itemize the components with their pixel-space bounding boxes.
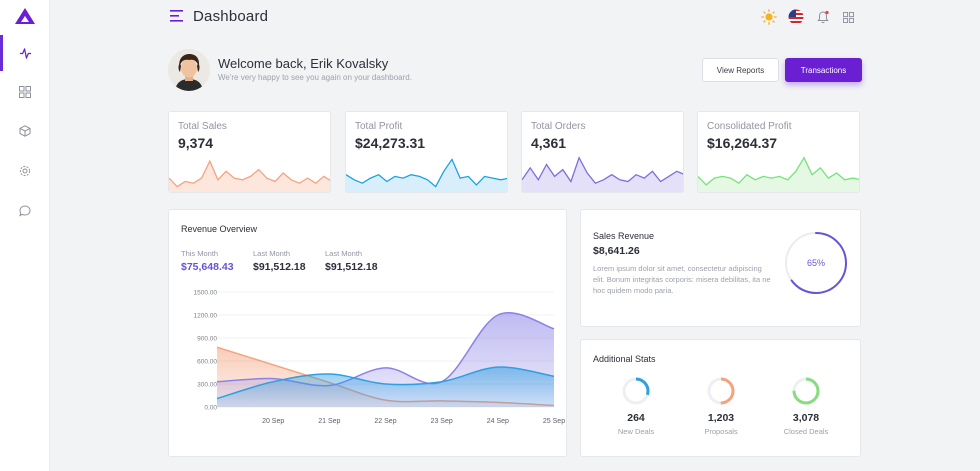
sparkline-total-orders (522, 156, 683, 192)
summary-label: Last Month (325, 249, 363, 258)
stat-label: Consolidated Profit (707, 121, 792, 132)
y-tick-label: 300.00 (197, 382, 217, 389)
transactions-button[interactable]: Transactions (785, 58, 862, 82)
menu-icon[interactable] (170, 9, 184, 27)
summary-value: $75,648.43 (181, 261, 234, 273)
topbar: Dashboard (50, 0, 980, 34)
chat-icon (19, 205, 31, 217)
sidebar-item-box[interactable] (0, 113, 50, 149)
progress-ring (707, 377, 735, 405)
stat-value: 264 (627, 412, 645, 424)
sparkline-total-profit (346, 158, 507, 192)
sidebar (0, 0, 50, 471)
logo[interactable] (14, 7, 36, 30)
stat-label: Total Profit (355, 121, 403, 132)
box-icon (19, 125, 31, 137)
sales-revenue-card: Sales Revenue $8,641.26 Lorem ipsum dolo… (580, 209, 861, 327)
stat-card-total-sales: Total Sales 9,374 (168, 111, 331, 193)
page-title: Dashboard (193, 8, 269, 25)
stat-label: Closed Deals (783, 427, 829, 436)
notification-bell-icon[interactable] (814, 8, 832, 26)
series-line-2 (216, 366, 555, 400)
x-tick-label: 23 Sep (431, 418, 453, 425)
stat-label: Proposals (704, 427, 738, 436)
sparkline-consolidated-profit (698, 156, 859, 192)
stat-label: Total Sales (178, 121, 227, 132)
summary-value: $91,512.18 (253, 261, 306, 273)
y-tick-label: 900.00 (197, 336, 217, 343)
sales-progress-label: 65% (806, 258, 825, 268)
theme-toggle-sun-icon[interactable] (760, 8, 778, 26)
language-flag-us-icon[interactable] (787, 8, 805, 26)
sales-revenue-amount: $8,641.26 (593, 245, 640, 257)
revenue-overview-card: Revenue Overview This Month $75,648.43 L… (168, 209, 567, 457)
settings-icon (19, 165, 31, 177)
y-tick-label: 600.00 (197, 359, 217, 366)
view-reports-button[interactable]: View Reports (702, 58, 779, 82)
y-tick-label: 1500.00 (194, 290, 218, 297)
stat-proposals: 1,203 Proposals (686, 376, 756, 436)
avatar[interactable] (168, 49, 210, 91)
series-line-1 (216, 312, 555, 387)
stat-card-consolidated-profit: Consolidated Profit $16,264.37 (697, 111, 860, 193)
summary-label: This Month (181, 249, 219, 258)
y-tick-label: 1200.00 (194, 313, 218, 320)
sidebar-item-grid[interactable] (0, 74, 50, 110)
grid-icon (19, 86, 31, 98)
x-tick-label: 21 Sep (318, 418, 340, 425)
stat-card-total-orders: Total Orders 4,361 (521, 111, 684, 193)
additional-stats-card: Additional Stats 264 New Deals 1,203 Pro… (580, 339, 861, 457)
x-tick-label: 20 Sep (262, 418, 284, 425)
stat-closed-deals: 3,078 Closed Deals (771, 376, 841, 436)
stat-new-deals: 264 New Deals (601, 376, 671, 436)
stat-value: $24,273.31 (355, 135, 426, 151)
summary-value: $91,512.18 (325, 261, 378, 273)
x-tick-label: 25 Sep (543, 418, 565, 425)
progress-ring (792, 377, 820, 405)
welcome-title: Welcome back, Erik Kovalsky (218, 56, 389, 71)
sidebar-item-settings[interactable] (0, 153, 50, 189)
y-tick-label: 0.00 (204, 405, 217, 412)
x-tick-label: 24 Sep (487, 418, 509, 425)
card-title: Additional Stats (593, 354, 656, 364)
welcome-subtitle: We're very happy to see you again on you… (218, 73, 412, 82)
stat-label: New Deals (617, 427, 655, 436)
card-title: Revenue Overview (181, 224, 258, 234)
sales-progress-ring (785, 232, 847, 294)
stat-card-total-profit: Total Profit $24,273.31 (345, 111, 508, 193)
x-tick-label: 22 Sep (374, 418, 396, 425)
stat-value: 3,078 (792, 412, 820, 424)
sidebar-item-activity[interactable] (0, 35, 50, 71)
card-title: Sales Revenue (593, 231, 655, 241)
stat-label: Total Orders (531, 121, 586, 132)
revenue-chart: 1500.00 1200.00 900.00 600.00 300.00 0.00 20 S… (194, 290, 566, 426)
stat-value: 4,361 (531, 135, 567, 151)
progress-ring (622, 377, 650, 405)
activity-icon (19, 47, 31, 59)
stat-value: 9,374 (178, 135, 214, 151)
sales-revenue-description: Lorem ipsum dolor sit amet, consectetur … (593, 264, 771, 295)
summary-label: Last Month (253, 249, 291, 258)
sidebar-item-chat[interactable] (0, 193, 50, 229)
sparkline-total-sales (169, 159, 330, 192)
stat-value: 1,203 (707, 412, 735, 424)
apps-grid-icon[interactable] (839, 8, 857, 26)
stat-value: $16,264.37 (707, 135, 778, 151)
welcome-section: Welcome back, Erik Kovalsky We're very h… (168, 49, 588, 93)
